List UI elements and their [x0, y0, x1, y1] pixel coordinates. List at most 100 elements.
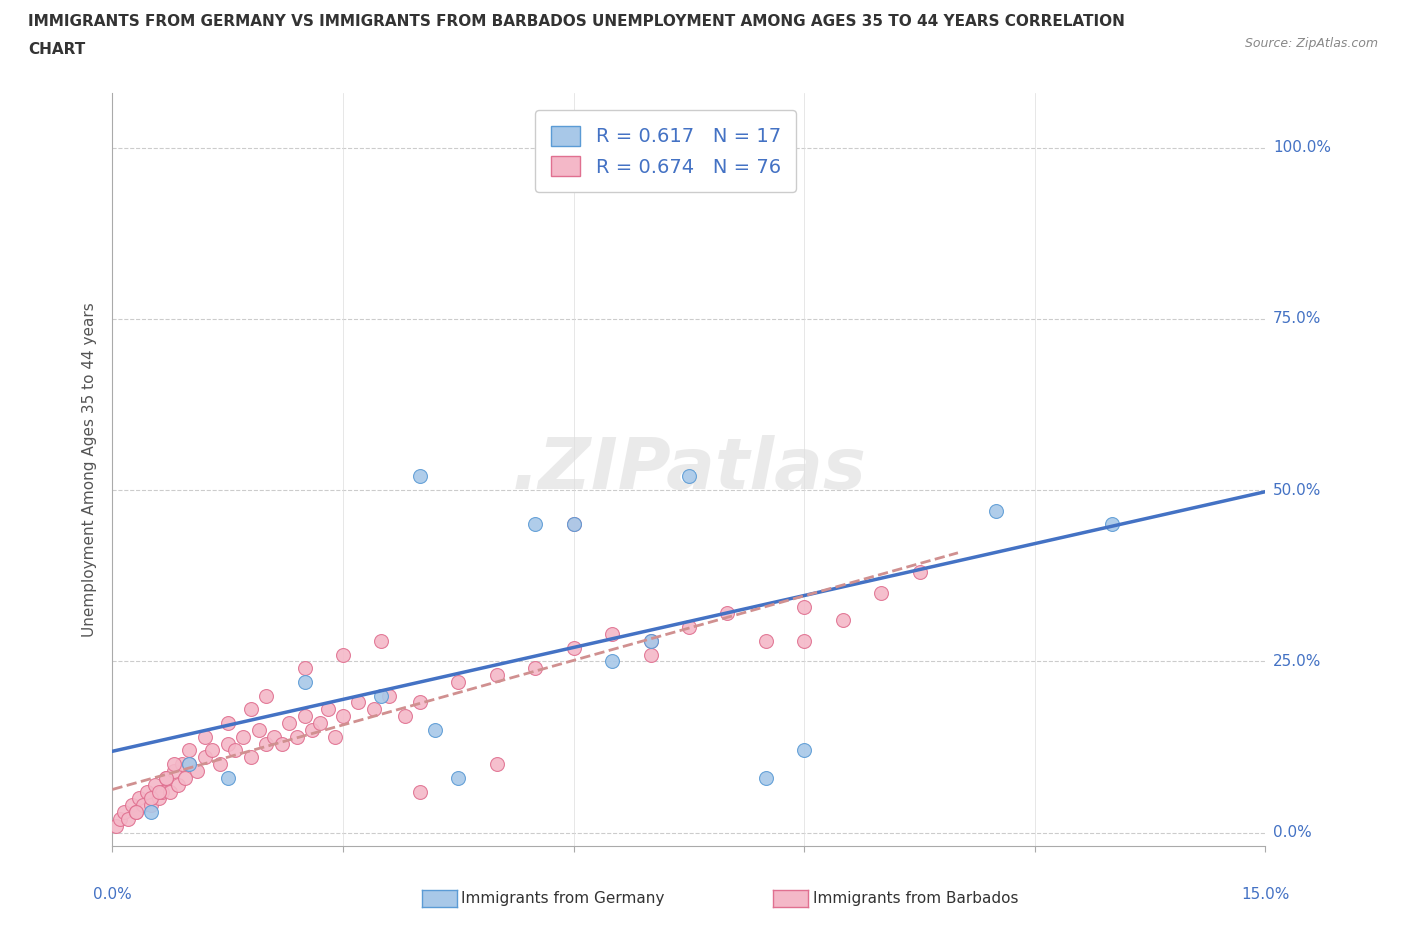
Point	[194, 729, 217, 744]
Text: 100.0%: 100.0%	[1272, 140, 1331, 155]
Point	[600, 627, 623, 642]
Point	[278, 715, 301, 730]
Point	[562, 517, 585, 532]
Point	[152, 784, 174, 799]
Point	[285, 729, 308, 744]
Text: 15.0%: 15.0%	[1241, 887, 1289, 902]
Legend: R = 0.617   N = 17, R = 0.674   N = 76: R = 0.617 N = 17, R = 0.674 N = 76	[536, 111, 796, 193]
Point	[209, 757, 232, 772]
Text: Immigrants from Germany: Immigrants from Germany	[461, 891, 665, 906]
Point	[105, 818, 128, 833]
Y-axis label: Unemployment Among Ages 35 to 44 years: Unemployment Among Ages 35 to 44 years	[82, 302, 97, 637]
Point	[224, 743, 246, 758]
Point	[793, 633, 815, 648]
Point	[139, 790, 162, 805]
Point	[170, 757, 193, 772]
Point	[325, 729, 347, 744]
Text: CHART: CHART	[28, 42, 86, 57]
Point	[425, 723, 447, 737]
Point	[254, 688, 277, 703]
Point	[194, 750, 217, 764]
Point	[247, 723, 270, 737]
Point	[755, 633, 778, 648]
Point	[294, 661, 316, 676]
Point	[124, 804, 146, 819]
Text: 0.0%: 0.0%	[93, 887, 132, 902]
Point	[232, 729, 254, 744]
Point	[294, 674, 316, 689]
Point	[409, 469, 432, 484]
Point	[316, 702, 339, 717]
Point	[201, 743, 224, 758]
Point	[132, 798, 155, 813]
Point	[309, 715, 332, 730]
Point	[124, 804, 146, 819]
Point	[217, 770, 239, 785]
Point	[179, 757, 201, 772]
Point	[148, 784, 170, 799]
Point	[562, 517, 585, 532]
Point	[239, 702, 262, 717]
Point	[524, 661, 547, 676]
Point	[831, 613, 853, 628]
Point	[332, 709, 354, 724]
Text: Source: ZipAtlas.com: Source: ZipAtlas.com	[1244, 37, 1378, 50]
Point	[294, 709, 316, 724]
Point	[117, 812, 139, 827]
Point	[485, 757, 508, 772]
Point	[678, 469, 700, 484]
Point	[108, 812, 131, 827]
Point	[793, 599, 815, 614]
Point	[640, 633, 662, 648]
Point	[155, 770, 177, 785]
Point	[640, 633, 662, 648]
Point	[239, 750, 262, 764]
Point	[394, 709, 416, 724]
Point	[112, 804, 135, 819]
Point	[378, 688, 401, 703]
Point	[139, 798, 162, 813]
Text: 25.0%: 25.0%	[1272, 654, 1322, 669]
Text: .ZIPatlas: .ZIPatlas	[512, 435, 866, 504]
Point	[136, 784, 159, 799]
Point	[270, 737, 292, 751]
Point	[370, 688, 392, 703]
Point	[370, 633, 392, 648]
Point	[716, 606, 738, 621]
Point	[128, 790, 150, 805]
Point	[217, 715, 239, 730]
Text: Immigrants from Barbados: Immigrants from Barbados	[813, 891, 1018, 906]
Point	[600, 654, 623, 669]
Text: 0.0%: 0.0%	[1272, 825, 1312, 840]
Point	[640, 647, 662, 662]
Point	[562, 640, 585, 655]
Point	[363, 702, 385, 717]
Point	[447, 674, 470, 689]
Point	[1101, 517, 1123, 532]
Point	[263, 729, 285, 744]
Point	[166, 777, 188, 792]
Point	[159, 784, 181, 799]
Point	[179, 757, 201, 772]
Point	[755, 770, 778, 785]
Point	[409, 784, 432, 799]
Point	[121, 798, 143, 813]
Point	[163, 764, 186, 778]
Text: 50.0%: 50.0%	[1272, 483, 1322, 498]
Point	[174, 770, 197, 785]
Point	[793, 743, 815, 758]
Point	[139, 804, 162, 819]
Point	[179, 743, 201, 758]
Point	[409, 695, 432, 710]
Point	[148, 790, 170, 805]
Point	[143, 777, 166, 792]
Point	[986, 503, 1008, 518]
Point	[332, 647, 354, 662]
Point	[254, 737, 277, 751]
Point	[485, 668, 508, 683]
Point	[447, 770, 470, 785]
Point	[301, 723, 323, 737]
Point	[217, 737, 239, 751]
Point	[186, 764, 208, 778]
Point	[155, 770, 177, 785]
